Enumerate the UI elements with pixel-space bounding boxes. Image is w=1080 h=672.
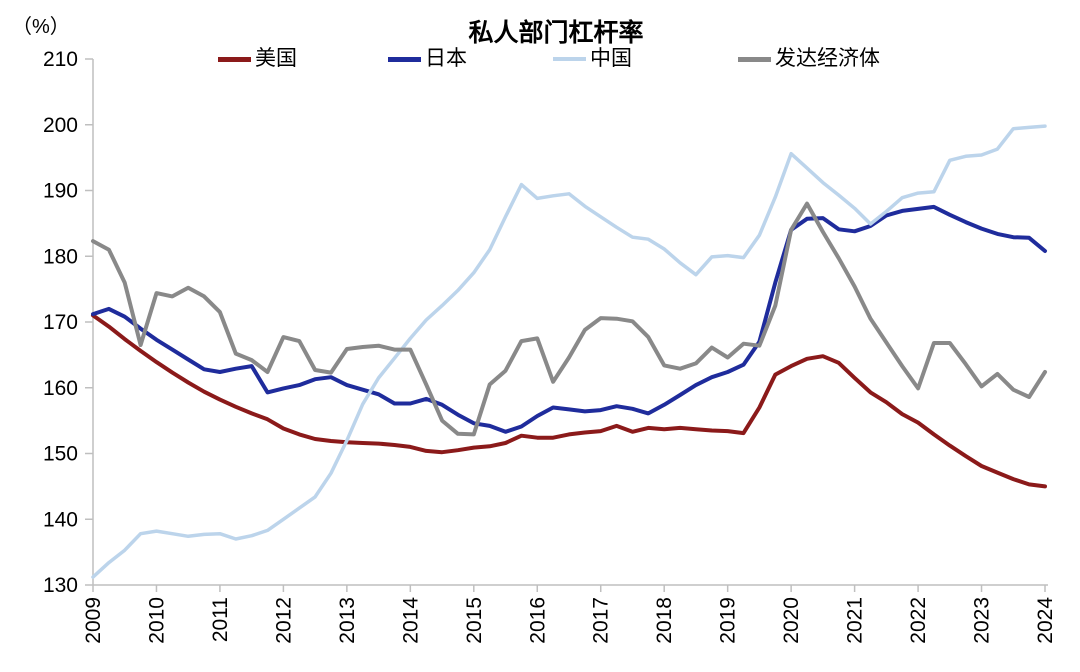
y-tick-label: 150	[43, 443, 78, 466]
legend-label-jp: 日本	[425, 47, 467, 70]
x-tick-label: 2020	[780, 597, 803, 644]
legend-label-us: 美国	[255, 47, 297, 70]
legend-item-jp: 日本	[388, 44, 467, 74]
x-tick-label: 2019	[717, 597, 740, 644]
x-tick-label: 2013	[336, 597, 359, 644]
series-line-jp	[91, 204, 1047, 434]
x-tick-label: 2024	[1034, 597, 1057, 644]
legend-item-cn: 中国	[553, 44, 632, 74]
legend-item-dm: 发达经济体	[738, 44, 880, 74]
legend-swatch-jp	[388, 56, 421, 62]
y-tick-label: 130	[43, 574, 78, 597]
y-tick-label: 200	[43, 114, 78, 137]
x-tick-label: 2021	[844, 597, 867, 644]
x-tick-label: 2022	[907, 597, 930, 644]
legend-label-cn: 中国	[590, 47, 632, 70]
series-line-dm	[91, 201, 1047, 437]
y-tick-label: 210	[43, 48, 78, 71]
x-tick-label: 2009	[82, 597, 105, 644]
x-tick-label: 2012	[272, 597, 295, 644]
y-tick-label: 180	[43, 245, 78, 268]
x-tick-label: 2018	[653, 597, 676, 644]
legend-label-dm: 发达经济体	[775, 47, 880, 70]
legend-swatch-dm	[738, 56, 771, 62]
x-tick-label: 2023	[971, 597, 994, 644]
series-line-us	[91, 313, 1047, 489]
x-tick-label: 2017	[590, 597, 613, 644]
y-tick-label: 140	[43, 508, 78, 531]
x-tick-label: 2011	[209, 597, 232, 642]
y-tick-label: 190	[43, 180, 78, 203]
legend-swatch-cn	[553, 57, 586, 61]
series-line-cn	[91, 124, 1047, 579]
y-tick-label: 170	[43, 311, 78, 334]
legend-swatch-us	[218, 56, 251, 62]
x-tick-label: 2010	[145, 597, 168, 644]
x-tick-label: 2014	[399, 597, 422, 644]
legend-item-us: 美国	[218, 44, 297, 74]
page-title: 私人部门杠杆率	[468, 19, 644, 47]
legend: 美国 日本 中国 发达经济体	[0, 44, 1080, 74]
y-axis-unit-label: （%）	[12, 16, 70, 38]
y-tick-label: 160	[43, 377, 78, 400]
x-tick-label: 2016	[526, 597, 549, 644]
x-tick-label: 2015	[463, 597, 486, 644]
